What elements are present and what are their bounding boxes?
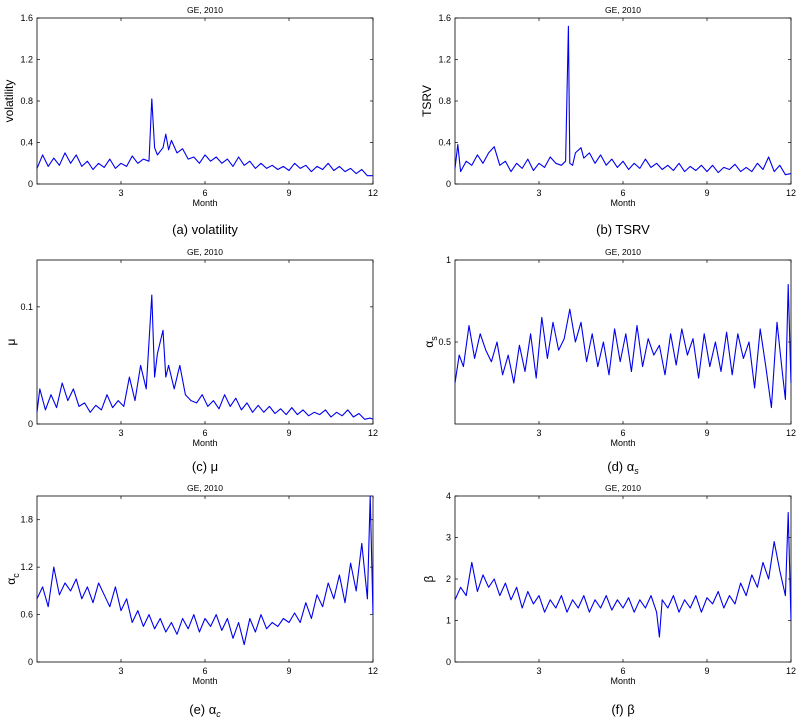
x-tick-label: 6	[202, 428, 207, 438]
chart-panel-4: GE, 2010 3 6 9 12 0.5 1 Month αs	[422, 247, 796, 448]
x-tick-label: 6	[620, 428, 625, 438]
x-tick-label: 3	[536, 428, 541, 438]
y-axis-label: μ	[4, 338, 18, 345]
series-line	[36, 294, 374, 420]
series-line	[454, 25, 792, 176]
plot-frame	[36, 495, 374, 663]
y-tick-label: 4	[446, 491, 451, 501]
plot-frame	[454, 17, 792, 185]
series-line	[36, 98, 373, 177]
panel-caption: (b) TSRV	[596, 222, 650, 237]
plot-frame	[454, 495, 792, 663]
y-tick-label: 3	[446, 533, 451, 543]
x-tick-label: 3	[536, 666, 541, 676]
x-axis-label: Month	[610, 676, 635, 686]
x-axis-label: Month	[192, 676, 217, 686]
x-tick-label: 6	[620, 666, 625, 676]
y-tick-label: 1.2	[20, 55, 33, 65]
y-tick-label: 0.1	[20, 302, 33, 312]
y-tick-label: 0.5	[438, 337, 451, 347]
y-axis-label: β	[422, 575, 436, 582]
chart-panel-2: GE, 2010 3 6 9 12 0 0.4 0.8 1.2 1.6 Month TSRV	[420, 5, 796, 208]
x-tick-label: 12	[368, 188, 378, 198]
x-tick-label: 12	[786, 428, 796, 438]
y-axis-label: volatility	[2, 80, 16, 123]
x-tick-label: 3	[118, 428, 123, 438]
x-tick-label: 3	[118, 666, 123, 676]
y-tick-label: 1.8	[20, 515, 33, 525]
y-tick-label: 0.4	[20, 138, 33, 148]
x-tick-label: 12	[368, 428, 378, 438]
y-tick-label: 0.4	[438, 138, 451, 148]
series-line	[36, 495, 374, 646]
y-tick-label: 1.2	[20, 562, 33, 572]
y-tick-label: 0	[28, 419, 33, 429]
y-tick-label: 0.8	[20, 96, 33, 106]
y-tick-label: 0	[28, 179, 33, 189]
chart-panel-1: GE, 2010 3 6 9 12 0 0.4 0.8 1.2 1.6 Month volatilit…	[2, 5, 378, 208]
chart-title: GE, 2010	[187, 483, 223, 493]
panel-caption: (e) αc	[189, 702, 221, 719]
panel-caption: (c) μ	[192, 459, 218, 474]
plot-frame	[454, 259, 792, 425]
chart-title: GE, 2010	[605, 483, 641, 493]
panel-caption: (a) volatility	[172, 222, 238, 237]
y-tick-label: 1	[446, 255, 451, 265]
x-tick-label: 9	[704, 666, 709, 676]
x-axis-label: Month	[192, 438, 217, 448]
x-tick-label: 12	[786, 188, 796, 198]
x-axis-label: Month	[610, 438, 635, 448]
chart-title: GE, 2010	[605, 5, 641, 15]
x-tick-label: 6	[202, 188, 207, 198]
y-tick-label: 0.8	[438, 96, 451, 106]
x-tick-label: 6	[202, 666, 207, 676]
y-tick-label: 0	[446, 657, 451, 667]
y-tick-label: 1	[446, 616, 451, 626]
x-tick-label: 12	[368, 666, 378, 676]
panel-caption: (d) αs	[607, 459, 639, 476]
y-tick-label: 0	[28, 657, 33, 667]
x-tick-label: 3	[118, 188, 123, 198]
chart-title: GE, 2010	[187, 247, 223, 257]
y-tick-label: 2	[446, 574, 451, 584]
chart-title: GE, 2010	[187, 5, 223, 15]
series-line	[454, 284, 792, 409]
x-tick-label: 9	[286, 188, 291, 198]
y-tick-label: 0	[446, 179, 451, 189]
y-tick-label: 1.6	[20, 13, 33, 23]
y-tick-label: 1.2	[438, 55, 451, 65]
x-axis-label: Month	[610, 198, 635, 208]
x-tick-label: 9	[286, 666, 291, 676]
chart-panel-3: GE, 2010 3 6 9 12 0 0.1 Month μ	[4, 247, 378, 448]
plot-frame	[36, 17, 374, 185]
chart-title: GE, 2010	[605, 247, 641, 257]
y-axis-label: αc	[4, 573, 21, 585]
y-tick-label: 1.6	[438, 13, 451, 23]
y-axis-label: αs	[422, 336, 439, 348]
x-tick-label: 6	[620, 188, 625, 198]
x-tick-label: 9	[704, 428, 709, 438]
chart-panel-5: GE, 2010 3 6 9 12 0 0.6 1.2 1.8 Month αc	[4, 483, 378, 686]
y-tick-label: 0.6	[20, 610, 33, 620]
x-axis-label: Month	[192, 198, 217, 208]
series-line	[454, 512, 792, 638]
x-tick-label: 3	[536, 188, 541, 198]
panel-caption: (f) β	[611, 702, 634, 717]
x-tick-label: 12	[786, 666, 796, 676]
x-tick-label: 9	[704, 188, 709, 198]
y-axis-label: TSRV	[420, 85, 434, 117]
x-tick-label: 9	[286, 428, 291, 438]
